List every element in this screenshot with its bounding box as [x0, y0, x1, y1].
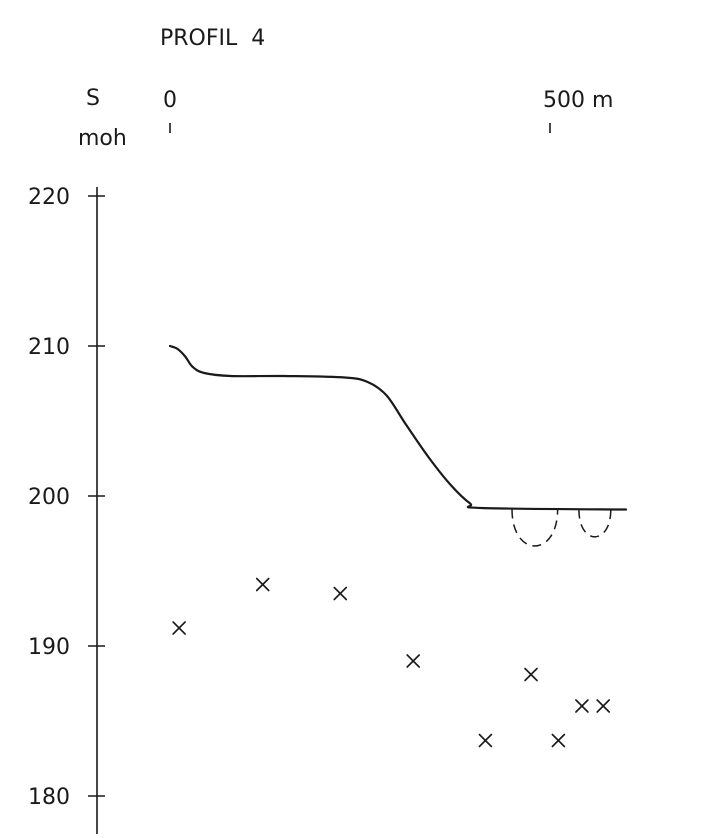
- data-point-x-marker: [255, 577, 270, 592]
- x-tick-label: 500 m: [543, 88, 613, 113]
- data-point-x-marker: [172, 621, 186, 635]
- y-ticks: 220 210 200 190 180: [28, 185, 105, 810]
- surface-profile-line: [168, 344, 628, 511]
- y-tick-label: 190: [28, 635, 70, 660]
- chart-title: PROFIL 4: [160, 26, 265, 51]
- data-point-x-marker: [478, 733, 493, 748]
- scatter-points: [172, 577, 611, 748]
- x-ticks: 0 500 m: [163, 88, 613, 133]
- y-axis-unit-label: moh: [78, 126, 127, 151]
- y-tick-label: 220: [28, 185, 70, 210]
- data-point-x-marker: [551, 733, 566, 748]
- y-axis-label-s: S: [86, 86, 100, 111]
- y-tick-label: 180: [28, 785, 70, 810]
- data-point-x-marker: [406, 654, 421, 668]
- data-point-x-marker: [575, 699, 589, 713]
- data-point-x-marker: [524, 667, 538, 682]
- data-point-x-marker: [596, 699, 611, 713]
- x-tick-label: 0: [163, 88, 177, 113]
- depression-arc: [578, 509, 612, 538]
- data-point-x-marker: [333, 586, 348, 601]
- y-tick-label: 210: [28, 335, 70, 360]
- y-tick-label: 200: [28, 485, 70, 510]
- depression-arc: [511, 509, 559, 547]
- depressions: [511, 509, 612, 547]
